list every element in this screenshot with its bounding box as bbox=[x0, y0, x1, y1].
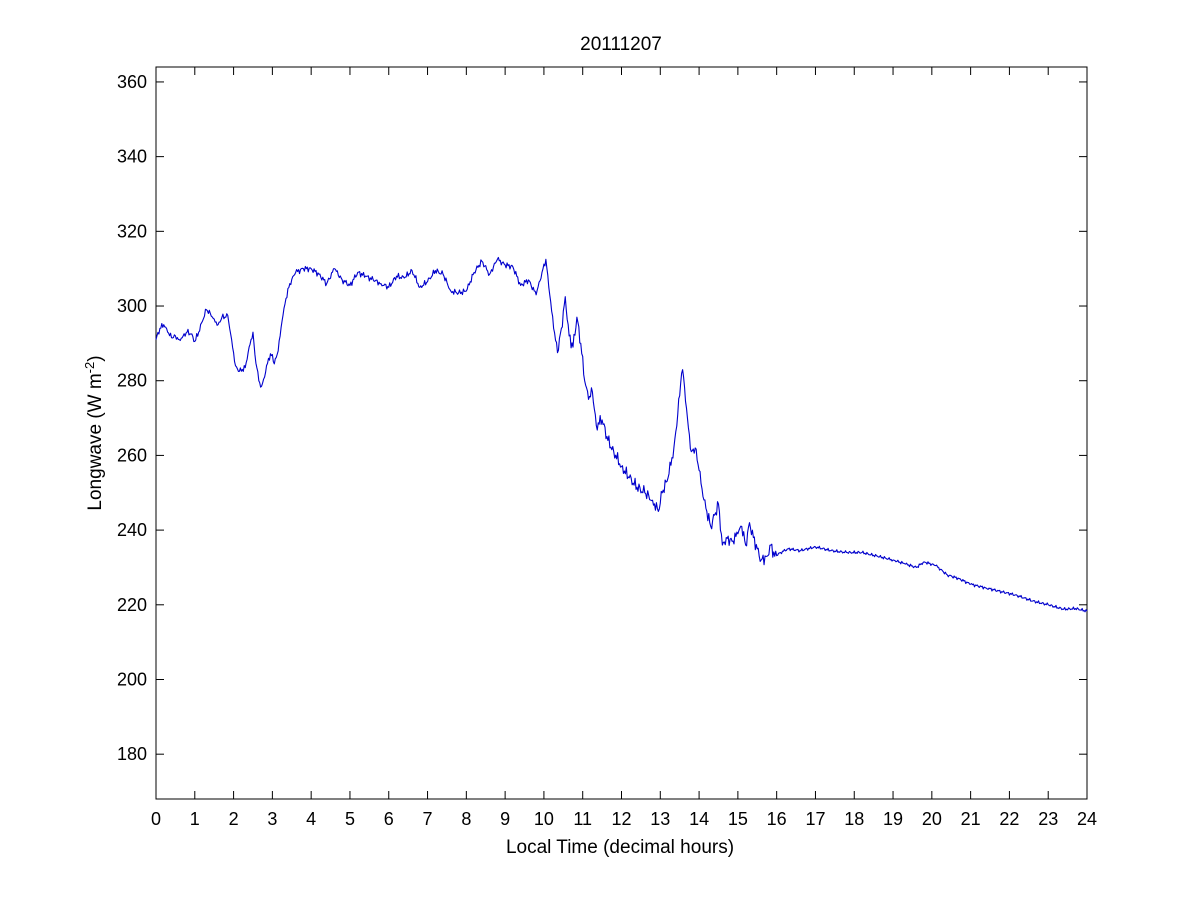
y-tick-label: 220 bbox=[117, 595, 147, 615]
y-tick-label: 320 bbox=[117, 221, 147, 241]
x-tick-label: 17 bbox=[805, 809, 825, 829]
x-tick-label: 18 bbox=[844, 809, 864, 829]
x-tick-label: 6 bbox=[384, 809, 394, 829]
x-tick-label: 10 bbox=[534, 809, 554, 829]
x-tick-label: 14 bbox=[689, 809, 709, 829]
y-axis-label-superscript: -2 bbox=[82, 362, 97, 374]
axis-ticks bbox=[155, 67, 1088, 799]
x-tick-label: 15 bbox=[728, 809, 748, 829]
x-tick-label: 7 bbox=[423, 809, 433, 829]
x-tick-label: 24 bbox=[1077, 809, 1097, 829]
x-tick-label: 20 bbox=[922, 809, 942, 829]
x-tick-label: 19 bbox=[883, 809, 903, 829]
series-line-longwave bbox=[155, 256, 1088, 613]
y-tick-label: 340 bbox=[117, 147, 147, 167]
y-axis-label-close: ) bbox=[85, 355, 106, 361]
x-axis-label: Local Time (decimal hours) bbox=[506, 837, 734, 858]
x-tick-label: 5 bbox=[345, 809, 355, 829]
x-tick-label: 9 bbox=[500, 809, 510, 829]
x-tick-label: 13 bbox=[650, 809, 670, 829]
x-tick-label: 21 bbox=[961, 809, 981, 829]
y-tick-labels: 180 200 220 240 260 280 300 320 340 360 bbox=[117, 72, 147, 764]
x-tick-label: 16 bbox=[767, 809, 787, 829]
x-tick-label: 4 bbox=[306, 809, 316, 829]
y-axis-label: Longwave (W m-2) bbox=[82, 355, 107, 510]
x-tick-label: 1 bbox=[190, 809, 200, 829]
plot-area bbox=[155, 66, 1088, 800]
y-tick-label: 260 bbox=[117, 445, 147, 465]
y-axis-label-main: Longwave (W m bbox=[85, 373, 106, 510]
y-tick-label: 200 bbox=[117, 669, 147, 689]
x-tick-label: 0 bbox=[151, 809, 161, 829]
x-tick-labels: 0 1 2 3 4 5 6 7 8 9 10 11 12 13 14 15 16 17 18 19 20 21 22 23 24 bbox=[151, 809, 1097, 829]
x-tick-label: 12 bbox=[611, 809, 631, 829]
x-tick-label: 3 bbox=[267, 809, 277, 829]
y-tick-label: 280 bbox=[117, 371, 147, 391]
x-tick-label: 2 bbox=[229, 809, 239, 829]
y-tick-label: 360 bbox=[117, 72, 147, 92]
x-tick-label: 22 bbox=[999, 809, 1019, 829]
y-tick-label: 300 bbox=[117, 296, 147, 316]
x-tick-label: 23 bbox=[1038, 809, 1058, 829]
x-tick-label: 11 bbox=[573, 809, 592, 829]
y-tick-label: 240 bbox=[117, 520, 147, 540]
y-tick-label: 180 bbox=[117, 744, 147, 764]
chart-title: 20111207 bbox=[580, 34, 662, 55]
x-tick-label: 8 bbox=[461, 809, 471, 829]
